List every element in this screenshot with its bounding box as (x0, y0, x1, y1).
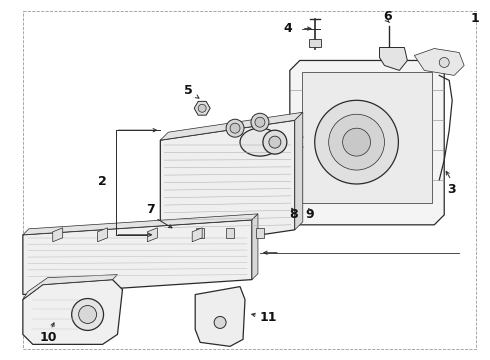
Circle shape (315, 100, 398, 184)
Polygon shape (415, 49, 464, 75)
Circle shape (214, 316, 226, 328)
Circle shape (263, 130, 287, 154)
Text: 2: 2 (98, 175, 107, 189)
Bar (226, 228, 234, 238)
Polygon shape (98, 228, 107, 242)
Polygon shape (379, 48, 407, 71)
Circle shape (251, 113, 269, 131)
Bar (309, 39, 321, 46)
Text: 10: 10 (40, 331, 57, 344)
Bar (196, 228, 204, 238)
Polygon shape (295, 112, 303, 230)
Text: 7: 7 (146, 203, 155, 216)
Polygon shape (160, 112, 303, 140)
Polygon shape (23, 220, 252, 294)
Polygon shape (53, 228, 63, 242)
Circle shape (329, 114, 385, 170)
Polygon shape (290, 60, 444, 225)
Polygon shape (160, 120, 295, 250)
Bar (256, 228, 264, 238)
Polygon shape (147, 228, 157, 242)
Circle shape (255, 117, 265, 127)
Circle shape (269, 136, 281, 148)
Circle shape (343, 128, 370, 156)
Polygon shape (23, 280, 123, 345)
Text: 6: 6 (383, 10, 392, 23)
Polygon shape (23, 275, 118, 300)
Text: 3: 3 (447, 184, 456, 197)
Circle shape (439, 58, 449, 67)
Polygon shape (23, 214, 258, 235)
Text: 1: 1 (471, 12, 480, 25)
Polygon shape (192, 228, 202, 242)
Polygon shape (252, 214, 258, 280)
Text: 9: 9 (305, 208, 314, 221)
Text: 4: 4 (283, 22, 292, 35)
Polygon shape (195, 287, 245, 346)
Text: 5: 5 (184, 84, 193, 97)
Circle shape (72, 298, 103, 330)
Text: 8: 8 (290, 208, 298, 221)
Polygon shape (194, 102, 210, 115)
Ellipse shape (240, 128, 280, 156)
Text: 11: 11 (259, 311, 277, 324)
Circle shape (226, 119, 244, 137)
Circle shape (198, 104, 206, 112)
Polygon shape (302, 72, 432, 203)
Circle shape (230, 123, 240, 133)
Circle shape (78, 306, 97, 323)
